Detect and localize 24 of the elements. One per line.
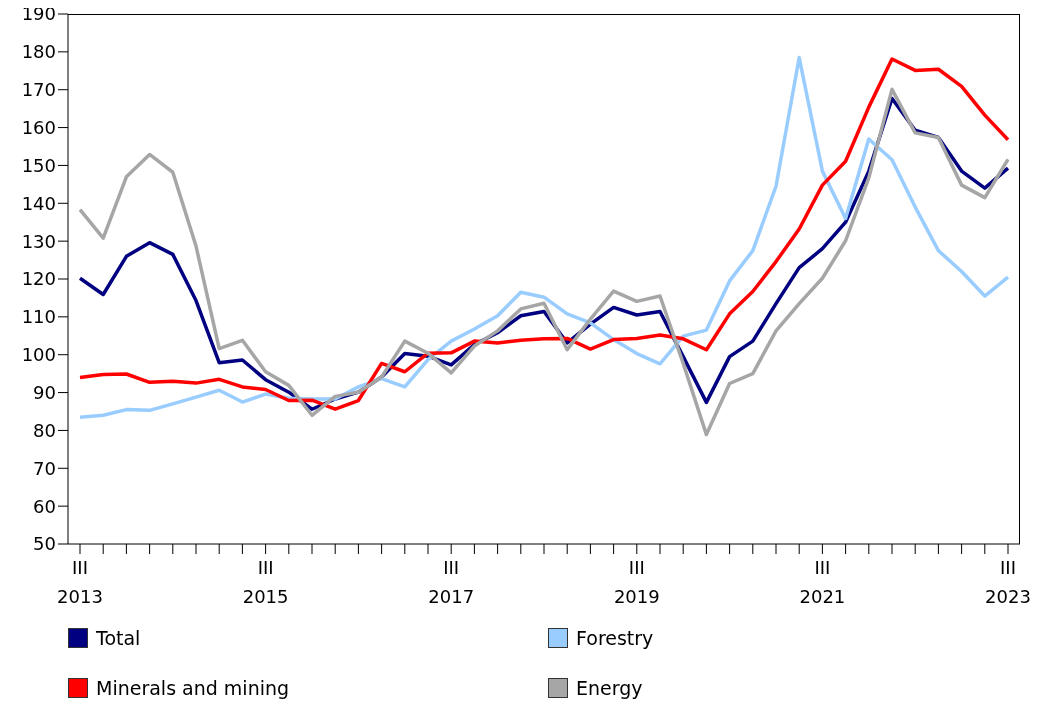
y-tick-label: 160 [21,116,56,138]
y-tick-label: 180 [21,41,56,63]
y-tick-label: 60 [33,495,56,517]
y-tick-label: 170 [21,79,56,101]
y-tick-label: 140 [21,192,56,214]
legend-label: Forestry [576,627,654,649]
x-tick-label: III 2013 [57,557,103,607]
legend-label: Minerals and mining [96,677,290,699]
x-tick-label: III 2019 [613,557,660,607]
y-tick-label: 120 [21,268,56,290]
y-tick-label: 110 [21,306,56,328]
legend-label: Total [96,627,141,649]
y-tick-label: 100 [21,344,56,366]
x-tick-label: III 2021 [799,557,846,607]
y-tick-label: 90 [33,381,56,403]
y-tick-label: 80 [33,419,56,441]
y-tick-label: 130 [21,230,56,252]
y-tick-label: 50 [33,533,56,555]
x-tick-label: III 2017 [428,557,475,607]
y-tick-label: 150 [21,154,56,176]
legend-label: Energy [576,677,643,699]
y-tick-label: 70 [33,457,56,479]
x-tick-label: III 2015 [242,557,289,607]
x-tick-label: III 2023 [985,557,1031,607]
